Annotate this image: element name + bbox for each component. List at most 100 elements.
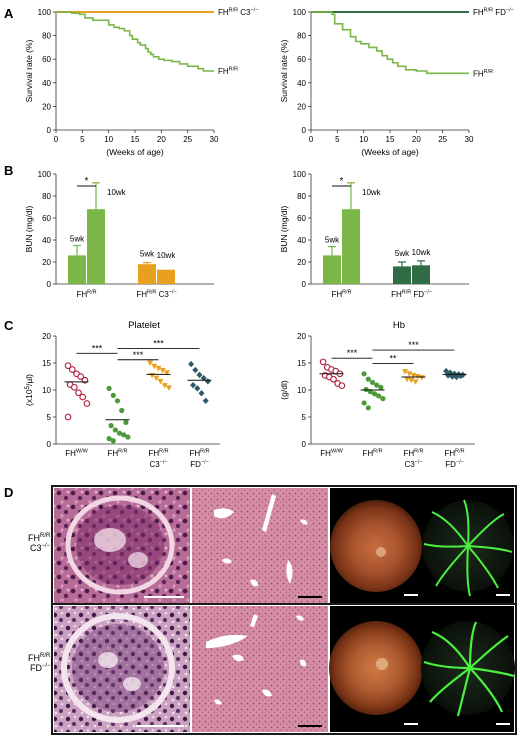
bar-label-0-0: 5wk xyxy=(70,235,85,244)
survival-chart-1-y-tick-label-3: 60 xyxy=(42,55,51,64)
point-3-8 xyxy=(202,397,209,404)
scatter-chart-1-y-axis-label: (x105/µl) xyxy=(24,374,34,406)
survival-chart-2-y-axis-label: Survival rate (%) xyxy=(279,39,289,102)
point-1-2 xyxy=(114,398,121,404)
x-axis-label: (Weeks of age) xyxy=(106,147,164,157)
point-1-10 xyxy=(106,436,112,442)
bun-chart-1-y-tick-label-0: 0 xyxy=(47,280,52,289)
point-2-1 xyxy=(151,363,158,370)
point-3-7 xyxy=(198,390,205,397)
group-label-3: FHR/R xyxy=(444,449,464,459)
bar-0-1 xyxy=(342,209,360,284)
point-0-0 xyxy=(319,358,327,366)
x-tick-label-5: 25 xyxy=(438,135,447,144)
point-0-3 xyxy=(77,373,85,380)
point-3-4 xyxy=(204,378,211,385)
significance-star-0: *** xyxy=(347,348,358,358)
point-2-0 xyxy=(402,369,409,375)
x-tick-label-6: 30 xyxy=(465,135,474,144)
significance-star-0: * xyxy=(340,176,344,187)
point-2-7 xyxy=(157,378,164,385)
point-3-2 xyxy=(196,371,203,379)
point-1-9 xyxy=(380,396,386,402)
point-1-0 xyxy=(106,385,112,391)
angiogram-fd xyxy=(421,606,515,732)
point-3-6 xyxy=(194,385,201,392)
bar-label-0-1: 10wk xyxy=(107,188,127,197)
point-1-3 xyxy=(119,407,125,414)
point-0-0 xyxy=(64,362,72,370)
scatter-chart-1-y-tick-label-3: 15 xyxy=(42,359,51,368)
scatter-chart-2-y-tick-label-0: 0 xyxy=(302,440,307,449)
x-tick-label-6: 30 xyxy=(210,135,219,144)
point-1-10 xyxy=(361,400,367,406)
series-line-1 xyxy=(311,11,469,75)
bar-0-0 xyxy=(68,255,86,284)
angiogram-c3 xyxy=(422,488,514,603)
point-1-8 xyxy=(121,432,127,438)
point-1-2 xyxy=(369,379,376,386)
scatter-chart-1-y-tick-label-0: 0 xyxy=(47,440,52,449)
bun-chart-1-y-tick-label-4: 80 xyxy=(42,192,51,201)
x-tick-label-1: 5 xyxy=(80,135,85,144)
point-1-7 xyxy=(371,391,378,397)
point-2-4 xyxy=(163,370,170,376)
point-2-3 xyxy=(159,368,166,374)
point-3-7 xyxy=(453,373,460,381)
significance-star-2: *** xyxy=(408,340,419,350)
chart-title: Hb xyxy=(393,320,405,331)
point-3-6 xyxy=(449,373,456,380)
point-2-7 xyxy=(412,379,419,385)
series-label-1: FHR/R xyxy=(473,69,493,79)
bar-1-0 xyxy=(393,266,411,284)
bar-label-1-1: 10wk xyxy=(157,251,177,260)
survival-chart-1-y-axis-label: Survival rate (%) xyxy=(24,39,34,102)
glomerulus-micrograph-c3 xyxy=(54,488,190,603)
point-2-8 xyxy=(161,383,168,389)
bun-chart-2-y-tick-label-3: 60 xyxy=(297,214,306,223)
point-0-6 xyxy=(70,383,78,391)
bar-label-0-0: 5wk xyxy=(325,236,340,245)
point-0-9 xyxy=(83,400,91,407)
x-tick-label-0: 0 xyxy=(54,135,59,144)
x-tick-label-3: 15 xyxy=(131,135,140,144)
point-3-5 xyxy=(190,381,197,389)
point-3-0 xyxy=(188,360,195,368)
series-label-1: FHR/R xyxy=(218,67,238,77)
bar-0-0 xyxy=(323,255,341,284)
point-1-6 xyxy=(112,427,118,433)
point-0-10 xyxy=(64,413,72,421)
point-1-11 xyxy=(110,438,116,444)
bun-chart-2-y-tick-label-4: 80 xyxy=(297,192,306,201)
liver-micrograph-c3 xyxy=(192,488,328,603)
point-1-5 xyxy=(363,386,369,393)
point-2-9 xyxy=(165,385,172,391)
point-0-7 xyxy=(75,389,82,397)
significance-star-0: *** xyxy=(92,343,103,353)
bun-chart-1-y-tick-label-1: 20 xyxy=(42,258,51,267)
bar-1-1 xyxy=(157,269,175,284)
point-2-2 xyxy=(410,372,417,379)
row-label-fd: FHR/R FD−/− xyxy=(28,649,53,673)
group-label2-2: C3−/− xyxy=(149,460,167,470)
survival-chart-1-y-tick-label-4: 80 xyxy=(42,32,51,41)
bar-0-1 xyxy=(87,209,105,284)
x-tick-label-4: 20 xyxy=(157,135,166,144)
panel-label-c: C xyxy=(4,318,14,333)
scatter-chart-2-y-axis-label: (g/dl) xyxy=(279,380,289,400)
group-label-2: FHR/R xyxy=(403,449,423,459)
scatter-chart-2-y-tick-label-1: 5 xyxy=(302,413,307,422)
scatter-chart-1-y-tick-label-2: 10 xyxy=(42,386,51,395)
bun-chart-1-y-tick-label-5: 100 xyxy=(38,170,52,179)
point-1-4 xyxy=(378,384,384,390)
group-label-0: FHR/R xyxy=(76,290,96,300)
survival-chart-1: 0 20 40 60 80 100 Survival rate (%) 0 5 10 15 20 25 3… xyxy=(24,8,258,158)
point-2-2 xyxy=(155,365,162,372)
group-label-1: FHR/R xyxy=(362,449,382,459)
point-1-11 xyxy=(365,405,371,411)
liver-micrograph-fd xyxy=(192,606,328,732)
survival-chart-1-y-tick-label-1: 20 xyxy=(42,102,51,111)
